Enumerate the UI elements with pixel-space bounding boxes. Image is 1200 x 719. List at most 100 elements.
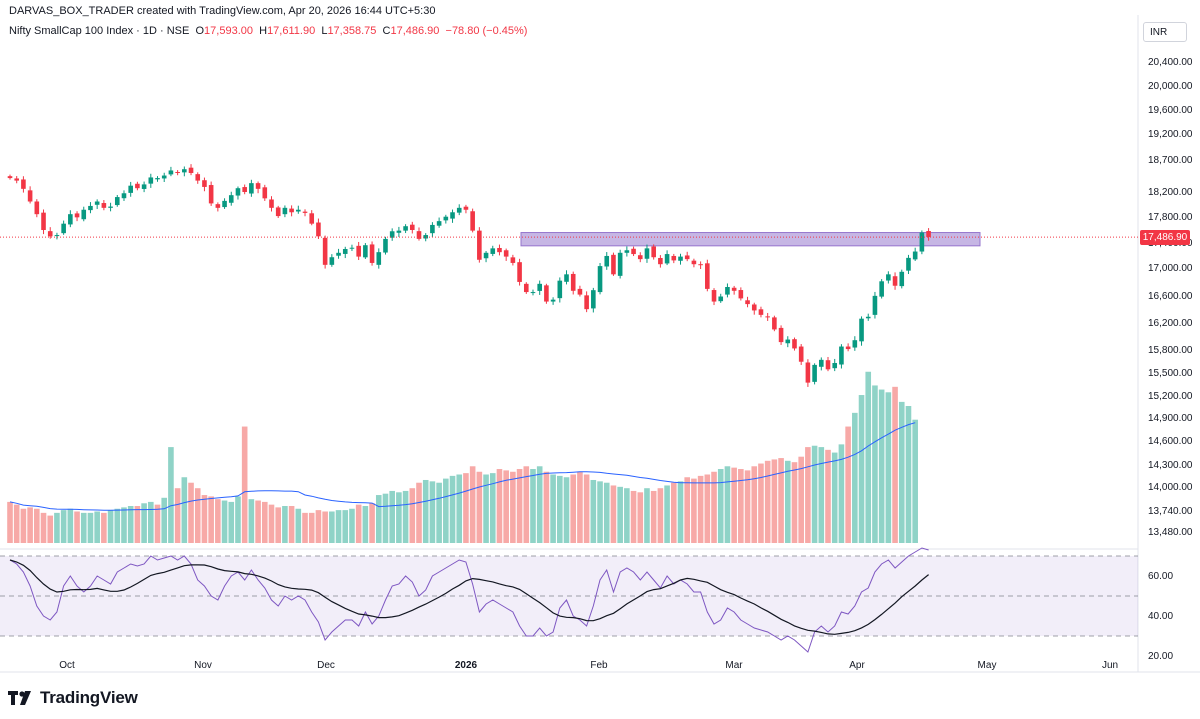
candle-body [550,299,556,302]
price-axis-tick: 13,740.00 [1148,506,1193,517]
candle-body [731,287,737,291]
time-axis-tick: Dec [317,660,335,671]
candle-body [128,185,133,193]
volume-bar [215,499,221,543]
volume-bar [127,506,134,543]
rsi-line [9,547,929,653]
candle-body [544,285,549,302]
candle-body [758,309,764,315]
volume-bar [295,508,302,543]
candle-body [497,247,502,253]
candle-body [141,184,147,189]
volume-bar [550,474,556,543]
candle-body [342,249,348,254]
candle-body [443,216,449,221]
candle-body [108,206,113,208]
volume-bar [664,485,670,543]
volume-bar [141,503,147,543]
candle-body [899,271,905,287]
volume-bar [349,508,355,543]
candle-body [68,214,73,225]
volume-bar [114,508,121,543]
resistance-zone-box[interactable] [520,232,981,247]
candle-body [825,360,831,370]
candle-body [570,273,576,291]
time-axis-tick: Mar [725,660,743,671]
candle-body [349,247,355,249]
price-axis-tick: 17,800.00 [1148,212,1193,223]
candle-body [101,203,107,208]
volume-bar [483,474,489,543]
volume-bar [523,466,530,543]
tradingview-logo[interactable]: TradingView [8,688,138,708]
volume-bar [603,482,610,543]
volume-bar [624,488,630,543]
volume-bar [235,496,241,543]
candle-body [765,316,770,318]
volume-bar [67,508,74,543]
candle-body [718,296,724,302]
time-axis-tick: Nov [194,660,212,671]
volume-bar [194,488,201,543]
candle-body [711,290,717,302]
volume-bar [121,507,127,543]
price-axis-tick: 19,600.00 [1148,105,1193,116]
volume-bar [758,463,764,543]
candle-body [161,175,167,179]
price-axis-tick: 13,480.00 [1148,527,1193,538]
candle-body [798,346,804,362]
open-label: O [195,25,205,37]
price-axis-tick: 14,900.00 [1148,413,1193,424]
candle-body [94,201,100,205]
volume-bar [134,506,141,543]
tradingview-logo-text: TradingView [40,688,138,707]
volume-bar [858,395,865,543]
volume-bar [268,504,275,543]
candle-body [772,317,777,330]
volume-bar [201,495,208,543]
price-axis-tick: 15,500.00 [1148,368,1193,379]
volume-bar [154,504,161,543]
volume-bar [456,474,463,543]
candle-body [47,231,53,237]
candle-body [517,262,522,282]
volume-bar [389,490,395,543]
volume-bar [329,511,335,543]
candle-body [658,257,663,265]
volume-bar [811,445,818,543]
volume-bar [536,466,543,543]
candle-body [356,245,361,257]
volume-bar [898,401,905,543]
candle-body [805,362,811,383]
candle-body [597,266,603,293]
candle-body [7,176,13,179]
volume-bar [751,466,758,543]
volume-bar [590,479,597,543]
volume-bar [818,447,825,543]
volume-bar [717,469,724,543]
candle-body [14,178,20,181]
rsi-axis-tick: 60.00 [1148,571,1173,582]
volume-bar [248,499,255,543]
volume-bar [852,412,858,543]
volume-bar [94,511,100,543]
price-axis-tick: 15,200.00 [1148,391,1193,402]
candle-body [309,213,315,224]
symbol-description[interactable]: Nifty SmallCap 100 Index · 1D · NSE [9,25,190,37]
candle-body [363,245,368,258]
volume-bar [744,470,751,543]
volume-bar [845,426,851,543]
candle-body [637,255,643,260]
volume-bar [288,506,295,543]
currency-selector[interactable]: INR [1143,22,1187,42]
candle-body [289,208,294,213]
volume-bar [771,459,778,543]
volume-bar [670,482,677,543]
candle-body [255,183,261,189]
candle-body [34,201,40,215]
volume-bar [255,500,261,543]
candle-body [195,174,201,181]
rsi-axis-tick: 40.00 [1148,611,1173,622]
candle-body [745,300,750,305]
